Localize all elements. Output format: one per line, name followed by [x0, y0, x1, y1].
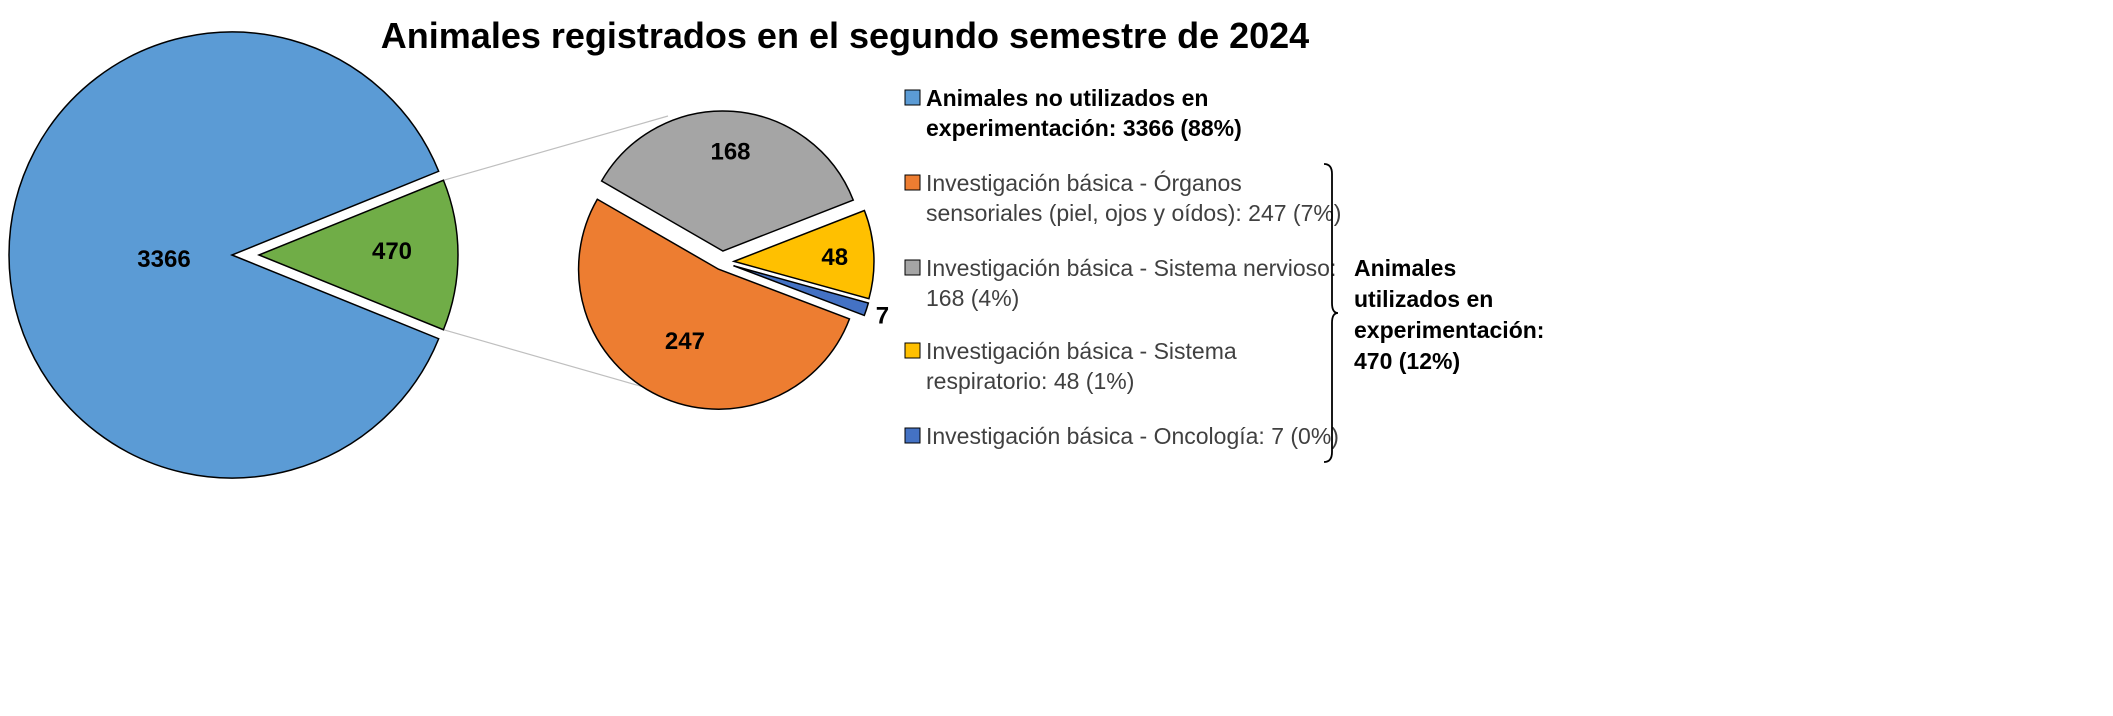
bracket-label: experimentación:: [1354, 317, 1544, 343]
slice-7: [733, 265, 870, 317]
slice-470: [257, 179, 459, 331]
bracket-label: 470 (12%): [1354, 348, 1460, 374]
slice-label-7: 7: [876, 303, 889, 330]
slice-label-470: 470: [372, 238, 412, 265]
slice-label-3366: 3366: [137, 246, 190, 273]
connector-line-bottom: [443, 329, 669, 395]
slice-label-48: 48: [821, 244, 848, 271]
slice-3366: [8, 31, 440, 479]
bracket: Animales utilizados en experimentación: 470…: [1323, 163, 1544, 463]
legend-text-5: Investigación básica - Oncología: 7 (0%): [926, 423, 1339, 449]
chart-title: Animales registrados en el segundo semes…: [381, 15, 1309, 56]
connector-line-top: [443, 115, 669, 181]
slice-label-168: 168: [710, 139, 750, 166]
legend-text-2: Investigación básica - Órganos: [926, 170, 1242, 196]
bracket-label: utilizados en: [1354, 286, 1493, 312]
legend: Animales no utilizados en experimentación…: [904, 85, 1341, 449]
legend-text-1: experimentación: 3366 (88%): [926, 115, 1242, 141]
legend-swatch-4: [904, 342, 921, 359]
slice-247: [577, 198, 851, 410]
slice-label-247: 247: [665, 328, 705, 355]
connector-lines: [443, 115, 669, 395]
legend-swatch-3: [904, 259, 921, 276]
sub-pie: 168 48 7 247: [577, 110, 889, 410]
legend-text-2: sensoriales (piel, ojos y oídos): 247 (7…: [926, 200, 1341, 226]
legend-text-4: respiratorio: 48 (1%): [926, 368, 1134, 394]
slice-48: [731, 209, 875, 300]
legend-swatch-2: [904, 174, 921, 191]
main-pie: 3366 470: [8, 31, 459, 479]
legend-text-1: Animales no utilizados en: [926, 85, 1208, 111]
legend-text-4: Investigación básica - Sistema: [926, 338, 1237, 364]
legend-swatch-1: [904, 89, 921, 106]
legend-swatch-5: [904, 427, 921, 444]
bracket-label: Animales: [1354, 255, 1456, 281]
slice-168: [600, 110, 855, 252]
legend-text-3: Investigación básica - Sistema nervioso:: [926, 255, 1336, 281]
bracket-line: [1323, 163, 1339, 463]
legend-text-3: 168 (4%): [926, 285, 1019, 311]
